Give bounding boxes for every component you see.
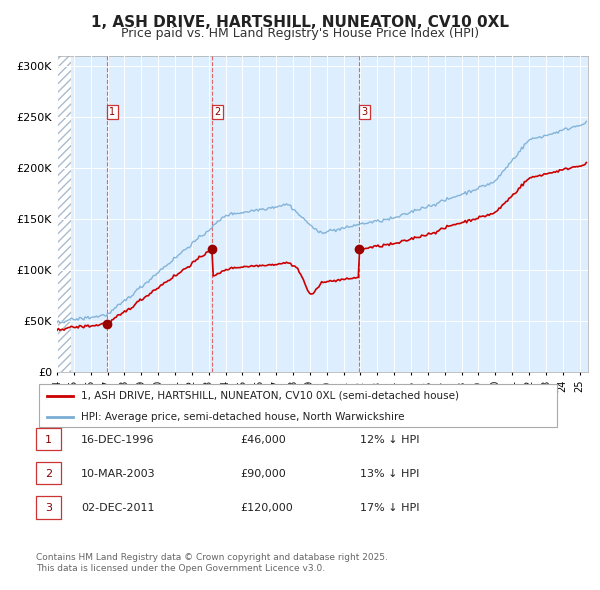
Text: 3: 3: [45, 503, 52, 513]
Text: 2: 2: [45, 469, 52, 478]
Text: £46,000: £46,000: [240, 435, 286, 444]
Text: 1, ASH DRIVE, HARTSHILL, NUNEATON, CV10 0XL: 1, ASH DRIVE, HARTSHILL, NUNEATON, CV10 …: [91, 15, 509, 30]
Text: 1: 1: [45, 435, 52, 444]
Text: 02-DEC-2011: 02-DEC-2011: [81, 503, 155, 513]
Text: 16-DEC-1996: 16-DEC-1996: [81, 435, 155, 444]
Text: 1, ASH DRIVE, HARTSHILL, NUNEATON, CV10 0XL (semi-detached house): 1, ASH DRIVE, HARTSHILL, NUNEATON, CV10 …: [80, 391, 458, 401]
Text: 12% ↓ HPI: 12% ↓ HPI: [360, 435, 419, 444]
Text: 13% ↓ HPI: 13% ↓ HPI: [360, 469, 419, 478]
Text: Contains HM Land Registry data © Crown copyright and database right 2025.
This d: Contains HM Land Registry data © Crown c…: [36, 553, 388, 573]
FancyBboxPatch shape: [38, 385, 557, 427]
Text: 17% ↓ HPI: 17% ↓ HPI: [360, 503, 419, 513]
Text: 3: 3: [362, 107, 368, 117]
Text: 10-MAR-2003: 10-MAR-2003: [81, 469, 155, 478]
Text: HPI: Average price, semi-detached house, North Warwickshire: HPI: Average price, semi-detached house,…: [80, 412, 404, 422]
Text: Price paid vs. HM Land Registry's House Price Index (HPI): Price paid vs. HM Land Registry's House …: [121, 27, 479, 40]
Text: 1: 1: [109, 107, 116, 117]
Text: £90,000: £90,000: [240, 469, 286, 478]
Text: £120,000: £120,000: [240, 503, 293, 513]
Text: 2: 2: [214, 107, 221, 117]
